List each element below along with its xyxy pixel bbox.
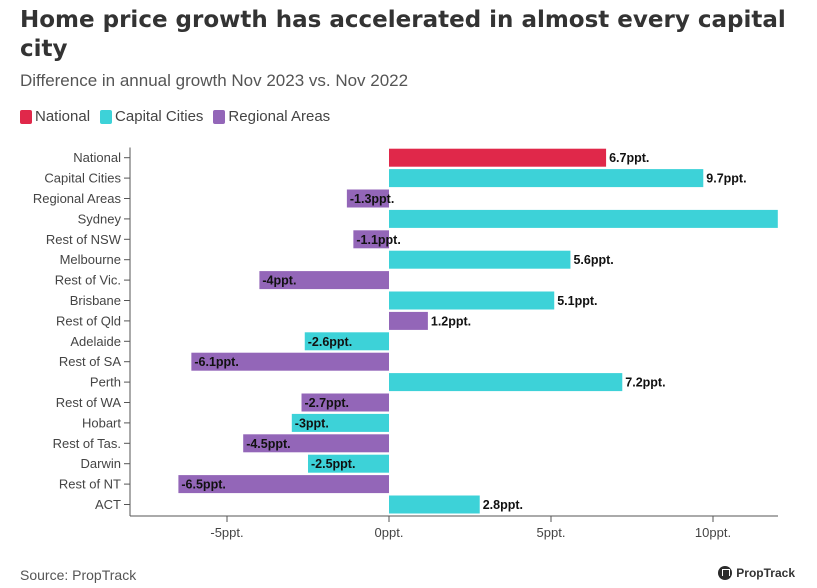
value-label-melbourne: 5.6ppt. <box>573 253 613 267</box>
chart-title: Home price growth has accelerated in alm… <box>20 7 786 62</box>
legend-swatch-national <box>20 109 32 124</box>
proptrack-logo: PropTrack <box>718 566 795 580</box>
x-tick-label-2: 5ppt. <box>537 525 566 540</box>
bar-regional-areas <box>346 189 389 208</box>
bar-brisbane <box>389 291 555 310</box>
bar-hobart <box>291 413 389 432</box>
legend-item-regional-areas: Regional Areas <box>213 108 330 125</box>
brand-name: PropTrack <box>736 566 795 580</box>
bar-adelaide <box>304 332 389 351</box>
category-label-rest-of-nt: Rest of NT <box>59 477 121 492</box>
category-label-rest-of-nsw: Rest of NSW <box>46 232 122 247</box>
value-label-rest-of-nsw: -1.1ppt. <box>356 233 400 247</box>
category-label-rest-of-sa: Rest of SA <box>59 354 121 369</box>
bar-rest-of-nsw <box>353 230 389 249</box>
category-label-hobart: Hobart <box>82 415 121 430</box>
value-label-capital-cities: 9.7ppt. <box>706 172 746 186</box>
bar-perth <box>389 373 623 392</box>
bar-rest-of-vic <box>259 271 389 290</box>
legend-item-national: National <box>20 108 90 125</box>
category-label-rest-of-qld: Rest of Qld <box>56 313 121 328</box>
bar-act <box>389 495 480 514</box>
source-note: Source: PropTrack <box>20 567 137 583</box>
value-label-perth: 7.2ppt. <box>625 376 665 390</box>
value-label-rest-of-sa: -6.1ppt. <box>194 355 238 369</box>
legend-swatch-capital-cities <box>100 109 113 124</box>
category-label-melbourne: Melbourne <box>60 252 121 267</box>
value-label-brisbane: 5.1ppt. <box>557 294 597 308</box>
bar-melbourne <box>389 250 571 269</box>
value-label-rest-of-nt: -6.5ppt. <box>181 478 225 492</box>
legend-item-capital-cities: Capital Cities <box>100 108 203 125</box>
category-label-adelaide: Adelaide <box>70 334 121 349</box>
bar-sydney <box>389 209 778 228</box>
category-label-national: National <box>73 150 121 165</box>
legend-label-regional-areas: Regional Areas <box>228 108 331 125</box>
bar-rest-of-sa <box>191 352 389 371</box>
category-label-rest-of-tas: Rest of Tas. <box>53 436 121 451</box>
category-label-sydney: Sydney <box>78 211 122 226</box>
house-icon <box>718 566 733 580</box>
value-label-rest-of-vic: -4ppt. <box>262 274 296 288</box>
bar-rest-of-nt <box>178 475 389 494</box>
category-label-brisbane: Brisbane <box>70 293 121 308</box>
legend-label-national: National <box>35 108 91 125</box>
x-tick-label-0: -5ppt. <box>210 525 243 540</box>
x-tick-label-3: 10ppt. <box>695 525 731 540</box>
category-label-act: ACT <box>95 497 121 512</box>
value-label-rest-of-qld: 1.2ppt. <box>431 314 471 328</box>
bar-rest-of-tas <box>243 434 389 453</box>
value-label-national: 6.7ppt. <box>609 151 649 165</box>
category-label-rest-of-vic: Rest of Vic. <box>55 273 121 288</box>
legend: National Capital Cities Regional Areas <box>20 108 330 125</box>
bar-darwin <box>308 454 389 473</box>
category-label-regional-areas: Regional Areas <box>33 191 122 206</box>
category-label-capital-cities: Capital Cities <box>44 171 121 186</box>
value-label-rest-of-wa: -2.7ppt. <box>305 396 349 410</box>
legend-swatch-regional-areas <box>213 109 226 124</box>
value-label-rest-of-tas: -4.5ppt. <box>246 437 290 451</box>
category-label-darwin: Darwin <box>81 456 121 471</box>
x-tick-label-1: 0ppt. <box>375 525 404 540</box>
category-label-perth: Perth <box>90 375 121 390</box>
bar-rest-of-wa <box>301 393 389 412</box>
bar-national <box>389 148 607 167</box>
value-label-darwin: -2.5ppt. <box>311 457 355 471</box>
bar-capital-cities <box>389 169 704 188</box>
bar-rest-of-qld <box>389 311 428 330</box>
category-label-rest-of-wa: Rest of WA <box>56 395 122 410</box>
value-label-act: 2.8ppt. <box>483 498 523 512</box>
value-label-regional-areas: -1.3ppt. <box>350 192 394 206</box>
value-label-hobart: -3ppt. <box>295 416 329 430</box>
legend-label-capital-cities: Capital Cities <box>115 108 204 125</box>
chart-subtitle: Difference in annual growth Nov 2023 vs.… <box>20 71 409 90</box>
value-label-adelaide: -2.6ppt. <box>308 335 352 349</box>
